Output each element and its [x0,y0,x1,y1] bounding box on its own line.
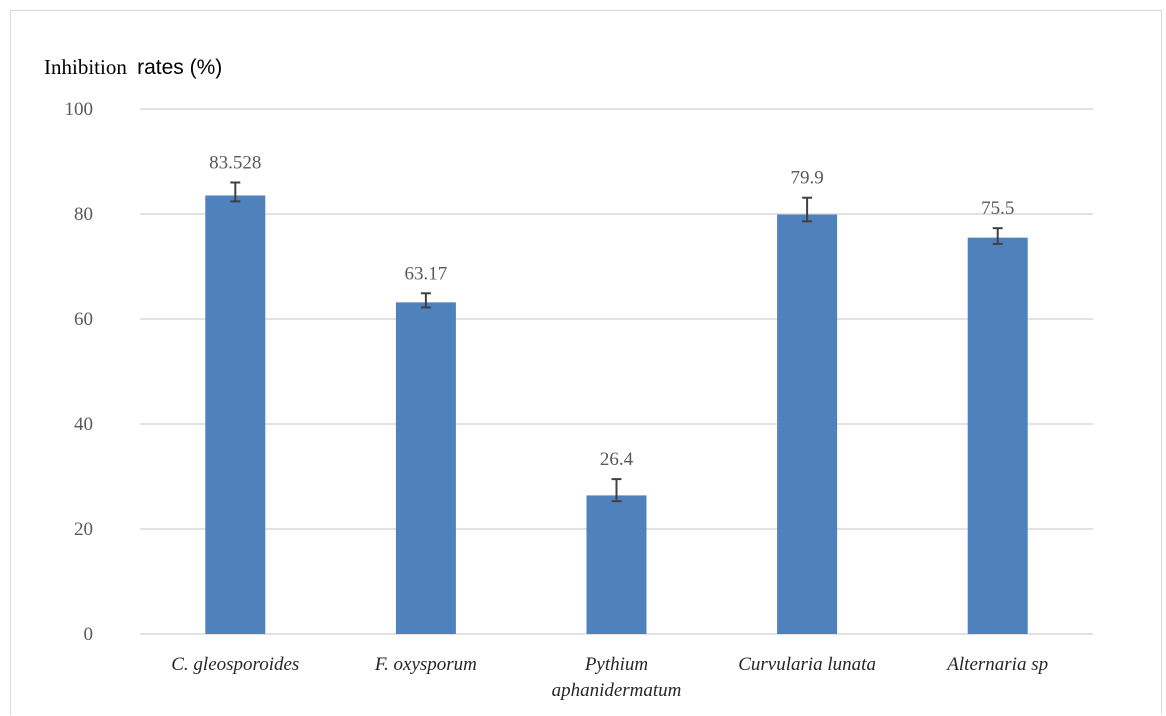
gridlines [140,108,1093,635]
y-axis-label-part1: Inhibition [44,55,127,79]
category-label: C. gleosporoides [171,654,299,675]
data-label: 26.4 [600,449,634,470]
y-tick-labels: 0 20 40 60 80 100 [65,99,94,645]
error-bar [611,478,622,503]
bar [205,195,266,634]
data-label: 75.5 [981,198,1014,219]
category-label: Pythium aphanidermatum [552,654,682,701]
data-label: 83.528 [209,153,261,174]
bar [395,302,456,634]
bar [967,237,1028,634]
bar [586,495,647,634]
category-label: Alternaria sp [945,654,1048,675]
y-tick-label: 0 [84,624,94,645]
data-labels: 83.528 63.17 26.4 79.9 75.5 [209,153,1014,471]
y-axis-label-part2: rates (%) [137,56,222,79]
data-label: 79.9 [790,168,823,189]
category-label: F. oxysporum [374,654,477,675]
error-bar [802,196,813,223]
y-tick-label: 40 [74,414,93,435]
y-tick-label: 80 [74,204,93,225]
error-bar [230,181,241,203]
bar [777,214,838,634]
y-tick-label: 60 [74,309,93,330]
y-tick-label: 20 [74,519,93,540]
y-axis-label: Inhibition rates (%) [44,55,222,79]
category-label: Curvularia lunata [738,654,876,675]
y-tick-label: 100 [65,99,94,120]
chart-frame: Inhibition rates (%) 0 20 40 60 80 100 83.528… [10,10,1162,715]
bars [205,195,1028,634]
error-bar [420,292,431,309]
data-label: 63.17 [405,263,448,284]
error-bars [230,181,1003,503]
error-bar [992,227,1003,245]
category-labels: C. gleosporoides F. oxysporum Pythium aphan… [171,654,1048,701]
bar-chart: Inhibition rates (%) 0 20 40 60 80 100 83.528… [44,55,1093,701]
